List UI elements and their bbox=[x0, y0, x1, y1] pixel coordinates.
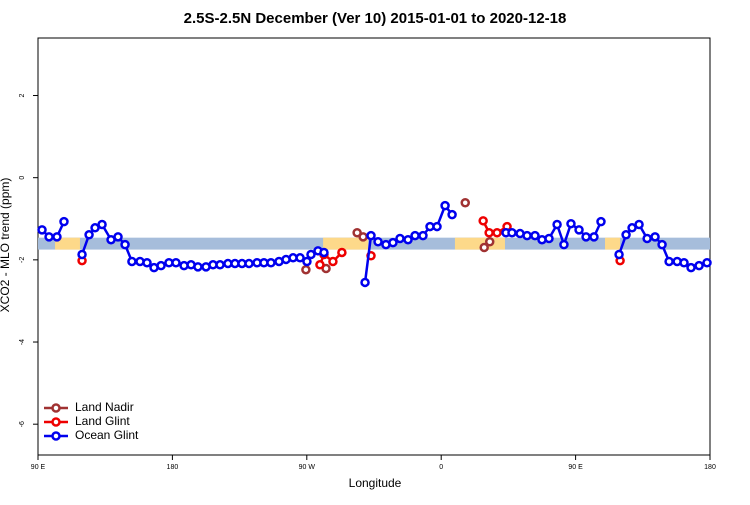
point bbox=[418, 230, 428, 241]
point bbox=[90, 223, 100, 233]
y-tick-label: -2 bbox=[19, 257, 26, 263]
point bbox=[295, 253, 305, 263]
point bbox=[171, 257, 181, 268]
point bbox=[44, 232, 54, 242]
point bbox=[634, 219, 644, 230]
point bbox=[596, 216, 606, 227]
legend-label: Land Nadir bbox=[75, 400, 134, 414]
point bbox=[566, 218, 576, 229]
legend-marker bbox=[51, 417, 61, 427]
point bbox=[589, 232, 599, 242]
x-tick-label: 90 E bbox=[31, 464, 46, 471]
x-tick-label: 90 W bbox=[299, 464, 316, 471]
legend-label: Ocean Glint bbox=[75, 428, 139, 442]
x-tick-label: 90 E bbox=[568, 464, 583, 471]
point bbox=[574, 225, 584, 235]
point bbox=[614, 249, 624, 260]
point bbox=[120, 239, 130, 250]
point bbox=[388, 237, 398, 248]
point bbox=[302, 256, 312, 267]
x-tick-label: 180 bbox=[704, 464, 716, 471]
point bbox=[410, 230, 420, 241]
point bbox=[156, 260, 166, 271]
point bbox=[664, 256, 674, 267]
y-tick-label: -4 bbox=[19, 339, 26, 345]
chart-title: 2.5S-2.5N December (Ver 10) 2015-01-01 t… bbox=[184, 10, 567, 27]
series-line bbox=[318, 251, 343, 266]
point bbox=[319, 247, 329, 258]
point bbox=[702, 257, 712, 268]
point bbox=[657, 239, 667, 250]
point bbox=[552, 219, 562, 230]
land-segment bbox=[454, 237, 505, 250]
point bbox=[478, 216, 488, 226]
x-tick-label: 0 bbox=[439, 464, 443, 471]
point bbox=[621, 230, 631, 240]
point bbox=[37, 225, 47, 235]
point bbox=[301, 264, 311, 275]
point bbox=[337, 247, 347, 258]
point bbox=[447, 209, 457, 220]
point bbox=[306, 249, 316, 260]
point bbox=[627, 223, 637, 233]
point bbox=[352, 227, 362, 238]
point bbox=[544, 233, 554, 244]
point bbox=[59, 216, 69, 227]
point bbox=[358, 232, 368, 242]
point bbox=[642, 233, 652, 244]
y-tick-label: -6 bbox=[19, 421, 26, 427]
legend-label: Land Glint bbox=[75, 414, 130, 428]
point bbox=[113, 232, 123, 242]
point bbox=[97, 219, 107, 230]
point bbox=[679, 257, 689, 268]
point bbox=[479, 242, 489, 253]
land-segment bbox=[323, 237, 369, 250]
point bbox=[432, 221, 442, 232]
x-axis-label: Longitude bbox=[349, 476, 402, 490]
point bbox=[366, 230, 376, 241]
x-tick-label: 180 bbox=[167, 464, 179, 471]
point bbox=[193, 262, 203, 272]
point bbox=[559, 239, 569, 250]
point bbox=[266, 257, 276, 268]
point bbox=[440, 200, 450, 211]
y-tick-label: 0 bbox=[19, 176, 26, 180]
point bbox=[328, 256, 338, 267]
point bbox=[373, 237, 383, 247]
point bbox=[484, 227, 494, 238]
point bbox=[395, 233, 405, 244]
point bbox=[686, 262, 696, 273]
point bbox=[507, 227, 517, 238]
point bbox=[315, 260, 325, 270]
legend-marker bbox=[51, 403, 61, 413]
legend-marker bbox=[51, 431, 61, 441]
point bbox=[650, 232, 660, 242]
y-axis-label: XCO2 - MLO trend (ppm) bbox=[0, 178, 12, 313]
point bbox=[360, 277, 370, 288]
point bbox=[522, 230, 532, 241]
point bbox=[460, 197, 470, 208]
point bbox=[403, 234, 413, 245]
y-tick-label: 2 bbox=[19, 93, 26, 97]
point bbox=[530, 230, 540, 241]
point bbox=[127, 256, 137, 267]
point bbox=[244, 258, 254, 269]
point bbox=[52, 232, 62, 242]
point bbox=[484, 237, 495, 247]
point bbox=[492, 227, 502, 238]
point bbox=[84, 230, 94, 240]
point bbox=[215, 260, 225, 270]
point bbox=[142, 257, 152, 268]
land-segment bbox=[55, 237, 80, 250]
point bbox=[77, 249, 87, 260]
land-segment bbox=[605, 237, 621, 250]
point bbox=[694, 260, 704, 271]
point bbox=[581, 232, 591, 242]
